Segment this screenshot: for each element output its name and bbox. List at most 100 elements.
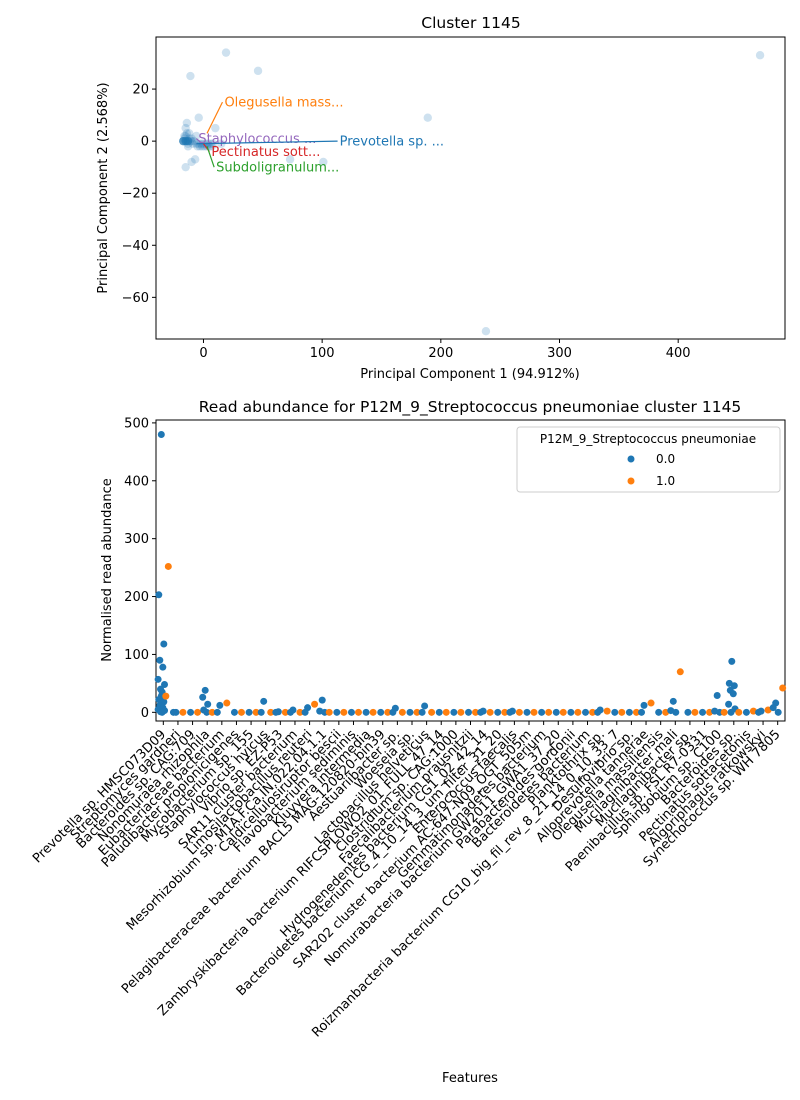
abundance-point-1 (603, 707, 611, 715)
abundance-point-0 (216, 701, 224, 709)
abundance-point-0 (199, 693, 207, 701)
abundance-point-0 (169, 708, 177, 716)
abundance-xlabel: Features (442, 1071, 498, 1086)
abundance-point-0 (669, 697, 677, 705)
abundance-point-1 (559, 708, 567, 716)
abundance-point-0 (638, 708, 646, 716)
abundance-point-1 (162, 692, 170, 700)
pca-point (423, 113, 432, 122)
pca-point (481, 326, 491, 336)
pca-title: Cluster 1145 (421, 14, 520, 32)
pca-annotation-label: Olegusella mass... (224, 96, 343, 111)
abundance-point-0 (769, 704, 777, 712)
legend-label-0: 0.0 (656, 452, 675, 466)
abundance-point-1 (720, 708, 728, 716)
abundance-point-1 (223, 699, 231, 707)
pca-point (182, 129, 192, 138)
abundance-point-0 (272, 708, 280, 716)
pca-point (755, 51, 765, 60)
abundance-point-0 (713, 692, 721, 700)
abundance-ytick-label: 300 (124, 532, 149, 547)
abundance-point-0 (347, 708, 355, 716)
pca-xtick-label: 300 (547, 346, 572, 361)
pca-annotation-arrow (206, 101, 223, 134)
pca-annotation-arrow (195, 138, 203, 145)
abundance-point-1 (676, 668, 684, 676)
abundance-point-0 (727, 708, 735, 716)
pca-annotation-label: Pectinatus sott... (211, 145, 320, 160)
abundance-point-1 (296, 708, 304, 716)
abundance-point-0 (538, 708, 546, 716)
abundance-point-0 (774, 708, 782, 716)
pca-point (190, 155, 200, 164)
abundance-point-0 (201, 686, 209, 694)
pca-xtick-label: 0 (199, 346, 207, 361)
legend-label-1: 1.0 (656, 474, 675, 488)
abundance-point-0 (159, 663, 167, 671)
pca-point (182, 118, 192, 128)
abundance-point-0 (725, 700, 733, 708)
pca-point (253, 66, 263, 76)
abundance-point-1 (237, 708, 245, 716)
abundance-point-1 (398, 708, 406, 716)
pca-point (185, 129, 194, 138)
abundance-point-1 (618, 708, 626, 716)
abundance-point-0 (582, 708, 590, 716)
abundance-point-0 (203, 708, 211, 716)
abundance-point-0 (742, 708, 750, 716)
abundance-point-1 (545, 708, 553, 716)
pca-annotation-arrow (206, 146, 215, 168)
abundance-point-0 (655, 708, 663, 716)
abundance-point-0 (523, 708, 531, 716)
abundance-point-0 (684, 708, 692, 716)
abundance-point-0 (333, 708, 341, 716)
abundance-point-0 (728, 657, 736, 665)
abundance-point-1 (267, 708, 275, 716)
pca-ytick-label: −20 (122, 187, 149, 202)
abundance-point-0 (567, 708, 575, 716)
pca-annotation-label: Prevotella sp. ... (340, 135, 444, 150)
abundance-point-0 (594, 708, 602, 716)
abundance-plot: Read abundance for P12M_9_Streptococcus … (30, 398, 787, 1086)
abundance-point-1 (194, 708, 202, 716)
pca-point (187, 157, 196, 167)
pca-axes-frame (155, 36, 786, 340)
abundance-point-1 (486, 708, 494, 716)
pca-annotation-label: Subdoligranulum... (216, 161, 339, 176)
abundance-point-1 (179, 708, 187, 716)
abundance-point-1 (574, 708, 582, 716)
abundance-point-0 (260, 697, 268, 705)
abundance-point-0 (158, 708, 166, 716)
abundance-point-1 (428, 708, 436, 716)
abundance-point-1 (252, 708, 260, 716)
abundance-point-0 (625, 708, 633, 716)
pca-point (192, 131, 201, 141)
abundance-point-0 (699, 708, 707, 716)
abundance-point-0 (729, 690, 737, 698)
abundance-ytick-label: 500 (124, 416, 149, 431)
abundance-point-0 (477, 708, 485, 716)
pca-xlabel: Principal Component 1 (94.912%) (360, 367, 580, 382)
abundance-point-0 (160, 640, 168, 648)
abundance-ytick-label: 0 (141, 706, 149, 721)
abundance-point-0 (157, 430, 165, 438)
abundance-point-0 (506, 708, 514, 716)
abundance-point-1 (369, 708, 377, 716)
abundance-point-1 (691, 708, 699, 716)
abundance-point-1 (632, 708, 640, 716)
abundance-point-1 (589, 708, 597, 716)
abundance-point-1 (281, 708, 289, 716)
abundance-ytick-label: 400 (124, 474, 149, 489)
abundance-point-0 (230, 708, 238, 716)
legend-box (516, 426, 781, 493)
pca-point (207, 142, 216, 151)
pca-point (194, 113, 203, 122)
abundance-point-0 (552, 708, 560, 716)
abundance-point-0 (245, 708, 253, 716)
abundance-point-0 (421, 702, 429, 710)
abundance-point-0 (154, 675, 162, 683)
abundance-point-0 (204, 700, 212, 708)
abundance-point-0 (155, 591, 163, 599)
